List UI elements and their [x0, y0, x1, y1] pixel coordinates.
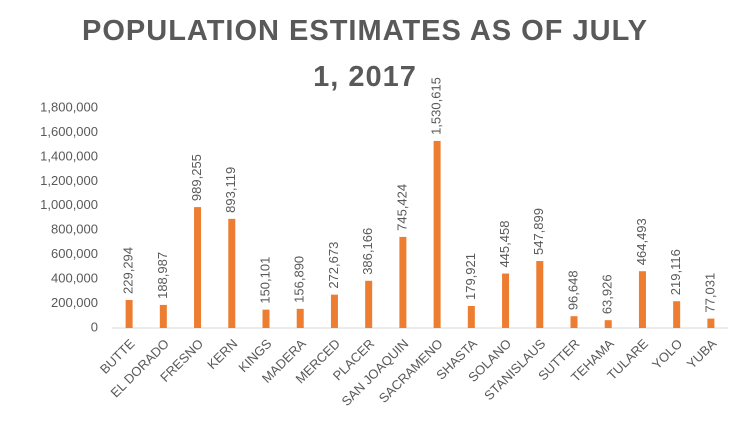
- x-tick-label: YOLO: [649, 336, 685, 372]
- chart-title: POPULATION ESTIMATES AS OF JULY 1, 2017: [82, 15, 648, 93]
- y-tick-label: 1,600,000: [40, 124, 98, 139]
- bar: [194, 207, 202, 328]
- bar: [502, 273, 510, 328]
- data-label: 989,255: [189, 154, 204, 201]
- bar: [638, 271, 646, 328]
- bar: [673, 301, 681, 328]
- data-label: 464,493: [634, 218, 649, 265]
- y-tick-label: 200,000: [51, 295, 98, 310]
- y-tick-label: 1,800,000: [40, 99, 98, 114]
- data-label: 547,899: [531, 208, 546, 255]
- data-label: 272,673: [326, 242, 341, 289]
- data-label: 63,926: [600, 274, 615, 314]
- bar: [159, 304, 167, 328]
- bar: [125, 299, 133, 328]
- data-label: 219,116: [668, 249, 683, 295]
- bar: [433, 140, 441, 328]
- y-tick-label: 600,000: [51, 246, 98, 261]
- bar: [570, 316, 578, 328]
- data-label: 156,890: [292, 256, 307, 303]
- data-label: 188,987: [155, 252, 170, 299]
- y-tick-label: 800,000: [51, 222, 98, 237]
- data-label: 179,921: [463, 253, 478, 300]
- bar: [228, 218, 236, 328]
- y-tick-label: 1,200,000: [40, 173, 98, 188]
- bar: [365, 280, 373, 328]
- data-label: 77,031: [702, 273, 717, 313]
- data-label: 150,101: [257, 257, 272, 304]
- data-label: 1,530,615: [429, 77, 444, 135]
- x-tick-label: YUBA: [684, 336, 720, 372]
- bar: [262, 309, 270, 328]
- bar: [399, 236, 407, 328]
- data-label: 445,458: [497, 221, 512, 268]
- bar: [296, 308, 304, 328]
- data-label: 96,648: [565, 270, 580, 310]
- y-tick-label: 1,000,000: [40, 197, 98, 212]
- data-label: 229,294: [121, 247, 136, 294]
- x-tick-label: KERN: [204, 336, 240, 372]
- data-label: 893,119: [223, 167, 238, 213]
- y-tick-label: 1,400,000: [40, 148, 98, 163]
- y-tick-label: 0: [91, 319, 98, 334]
- data-label: 386,166: [360, 228, 375, 275]
- data-label: 745,424: [394, 184, 409, 231]
- bar: [330, 294, 338, 328]
- bar: [604, 320, 612, 328]
- bar: [467, 306, 475, 328]
- y-tick-label: 400,000: [51, 271, 98, 286]
- bar: [536, 261, 544, 328]
- bar: [707, 318, 715, 328]
